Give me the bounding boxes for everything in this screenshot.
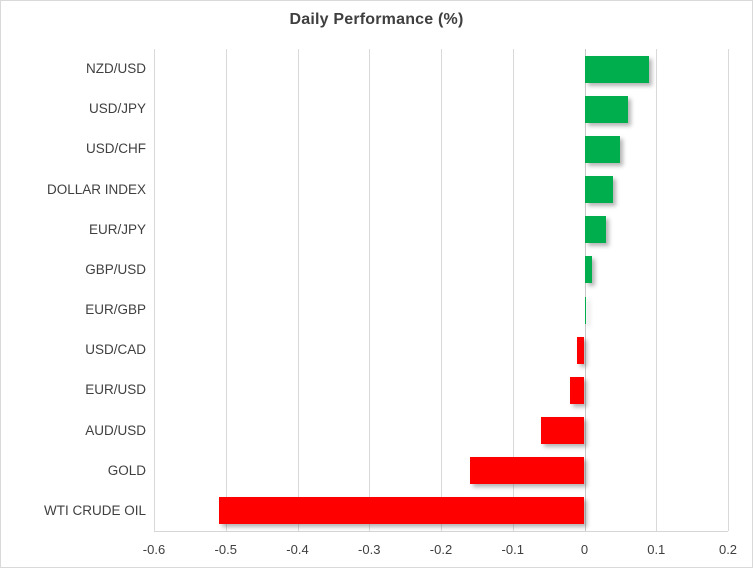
gridline [225,49,227,531]
bar-nzd-usd [584,55,650,83]
category-label-gbp-usd: GBP/USD [85,261,146,277]
category-label-usd-chf: USD/CHF [86,141,146,157]
bar-dollar-index [584,176,614,204]
bar-usd-jpy [584,95,628,123]
zero-axis-line [584,49,586,531]
gridline [369,49,371,531]
x-tick-label: -0.3 [358,542,381,557]
category-label-dollar-index: DOLLAR INDEX [46,181,146,197]
bar-eur-jpy [584,216,607,244]
x-tick-label: 0.1 [647,542,666,557]
category-label-nzd-usd: NZD/USD [86,61,146,76]
category-label-aud-usd: AUD/USD [85,422,146,438]
plot-area [154,49,729,532]
bar-usd-chf [584,135,621,163]
category-label-gold: GOLD [107,462,146,478]
category-label-usd-cad: USD/CAD [85,342,146,358]
x-tick-label: -0.2 [429,542,453,557]
x-tick-label: -0.4 [286,542,309,557]
chart-title: Daily Performance (%) [289,11,464,28]
bar-wti-crude-oil [218,497,585,525]
gridline [728,49,729,531]
x-tick-label: -0.1 [501,542,524,557]
x-tick-label: -0.6 [142,542,166,557]
x-tick-label: -0.5 [214,542,237,557]
category-label-eur-jpy: EUR/JPY [88,221,146,237]
gridline [297,49,299,531]
category-label-usd-jpy: USD/JPY [88,101,146,117]
bar-eur-gbp [584,296,586,324]
bar-gbp-usd [584,256,592,284]
x-tick-label: 0.2 [718,542,738,557]
gridline [154,49,155,531]
bar-usd-cad [577,336,585,364]
gridline [656,49,658,531]
x-tick-label: 0 [580,542,589,557]
bar-aud-usd [541,417,585,445]
gridline [512,49,514,531]
bar-eur-usd [570,376,585,404]
category-label-eur-gbp: EUR/GBP [85,302,146,317]
category-label-eur-usd: EUR/USD [85,382,146,398]
bar-gold [469,457,585,485]
gridline [441,49,442,531]
category-label-wti-crude-oil: WTI CRUDE OIL [43,502,146,518]
